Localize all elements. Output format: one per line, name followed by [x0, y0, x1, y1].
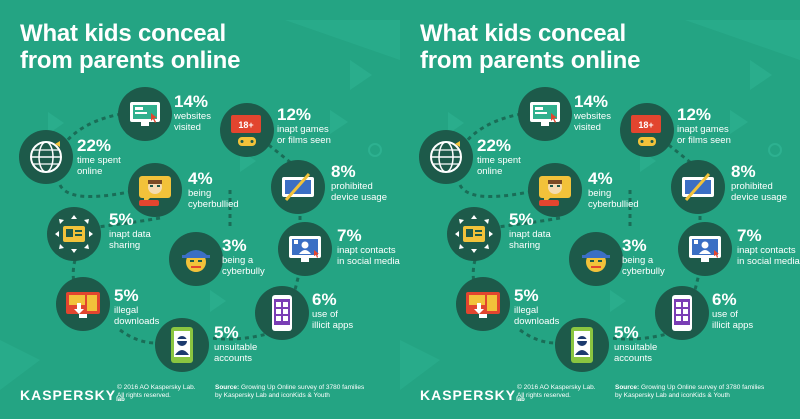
- stat-percent: 6%: [312, 290, 337, 309]
- id-card-arrows-icon: [47, 207, 101, 261]
- stat-percent: 7%: [737, 226, 762, 245]
- stat-percent: 5%: [214, 323, 239, 342]
- infographic-panel-left: What kids conceal from parents online 14…: [0, 20, 400, 419]
- phone-masked-user-icon: [555, 318, 609, 372]
- social-profile-icon: [678, 222, 732, 276]
- stat-percent: 5%: [509, 210, 534, 229]
- title-line-1: What kids conceal: [420, 20, 626, 47]
- chat-bubble-face-icon: [128, 163, 182, 217]
- phone-apps-icon: [655, 286, 709, 340]
- stat-percent: 5%: [114, 286, 139, 305]
- source-text: Source: Growing Up Online survey of 3780…: [215, 384, 365, 399]
- title-line-2: from parents online: [20, 47, 241, 74]
- stat-label: time spent online: [477, 155, 521, 177]
- stat-label: prohibited device usage: [331, 181, 387, 203]
- stat-label: inapt data sharing: [509, 229, 551, 251]
- infographic-panel-right: What kids conceal from parents online 14…: [400, 0, 800, 419]
- stat-label: illegal downloads: [114, 305, 160, 327]
- kaspersky-logo: KASPERSKYlab: [20, 387, 125, 403]
- stat-label: inapt contacts in social media: [337, 245, 400, 267]
- source-text: Source: Growing Up Online survey of 3780…: [615, 384, 765, 399]
- kaspersky-logo: KASPERSKYlab: [420, 387, 525, 403]
- id-card-arrows-icon: [447, 207, 501, 261]
- stat-label: use of illicit apps: [312, 309, 354, 331]
- stat-percent: 7%: [337, 226, 362, 245]
- stat-percent: 14%: [574, 92, 609, 111]
- globe-icon: [19, 130, 73, 184]
- stat-percent: 6%: [712, 290, 737, 309]
- stat-label: websites visited: [574, 111, 611, 133]
- age-badge-text: 18+: [238, 120, 253, 130]
- stat-label: inapt games or films seen: [677, 124, 731, 146]
- stat-percent: 4%: [188, 169, 213, 188]
- stat-percent: 5%: [109, 210, 134, 229]
- stat-label: being a cyberbully: [222, 255, 265, 277]
- page-title: What kids conceal from parents online: [20, 20, 240, 74]
- stat-percent: 3%: [622, 236, 647, 255]
- stat-label: time spent online: [77, 155, 121, 177]
- tablet-slash-icon: [671, 160, 725, 214]
- stat-label: use of illicit apps: [712, 309, 754, 331]
- stat-label: inapt games or films seen: [277, 124, 331, 146]
- stat-percent: 3%: [222, 236, 247, 255]
- copyright-text: © 2016 AO Kaspersky Lab. All rights reser…: [517, 384, 596, 399]
- stat-percent: 14%: [174, 92, 209, 111]
- social-profile-icon: [278, 222, 332, 276]
- footer: KASPERSKYlab © 2016 AO Kaspersky Lab. All…: [0, 378, 400, 419]
- tablet-slash-icon: [271, 160, 325, 214]
- title-line-2: from parents online: [420, 47, 641, 74]
- stat-label: inapt data sharing: [109, 229, 151, 251]
- stat-label: being a cyberbully: [622, 255, 665, 277]
- footer: KASPERSKYlab © 2016 AO Kaspersky Lab. All…: [400, 378, 800, 419]
- stat-percent: 4%: [588, 169, 613, 188]
- age-18-gamepad-icon: 18+: [620, 103, 674, 157]
- monitor-icon: [118, 87, 172, 141]
- stat-percent: 12%: [277, 105, 312, 124]
- stat-percent: 5%: [514, 286, 539, 305]
- stat-percent: 8%: [731, 162, 756, 181]
- stat-percent: 22%: [477, 136, 512, 155]
- phone-masked-user-icon: [155, 318, 209, 372]
- age-badge-text: 18+: [638, 120, 653, 130]
- bully-face-icon: [169, 232, 223, 286]
- download-screen-icon: [456, 277, 510, 331]
- copyright-text: © 2016 AO Kaspersky Lab. All rights reser…: [117, 384, 196, 399]
- stat-percent: 8%: [331, 162, 356, 181]
- stat-label: unsuitable accounts: [214, 342, 258, 364]
- stat-percent: 5%: [614, 323, 639, 342]
- page-title: What kids conceal from parents online: [420, 20, 640, 74]
- download-screen-icon: [56, 277, 110, 331]
- stat-label: inapt contacts in social media: [737, 245, 800, 267]
- stat-label: illegal downloads: [514, 305, 560, 327]
- phone-apps-icon: [255, 286, 309, 340]
- stat-percent: 22%: [77, 136, 112, 155]
- bully-face-icon: [569, 232, 623, 286]
- stat-percent: 12%: [677, 105, 712, 124]
- monitor-icon: [518, 87, 572, 141]
- title-line-1: What kids conceal: [20, 20, 226, 47]
- chat-bubble-face-icon: [528, 163, 582, 217]
- stat-label: being cyberbullied: [588, 188, 639, 210]
- globe-icon: [419, 130, 473, 184]
- age-18-gamepad-icon: 18+: [220, 103, 274, 157]
- stat-label: unsuitable accounts: [614, 342, 658, 364]
- stat-label: websites visited: [174, 111, 211, 133]
- stat-label: prohibited device usage: [731, 181, 787, 203]
- stat-label: being cyberbullied: [188, 188, 239, 210]
